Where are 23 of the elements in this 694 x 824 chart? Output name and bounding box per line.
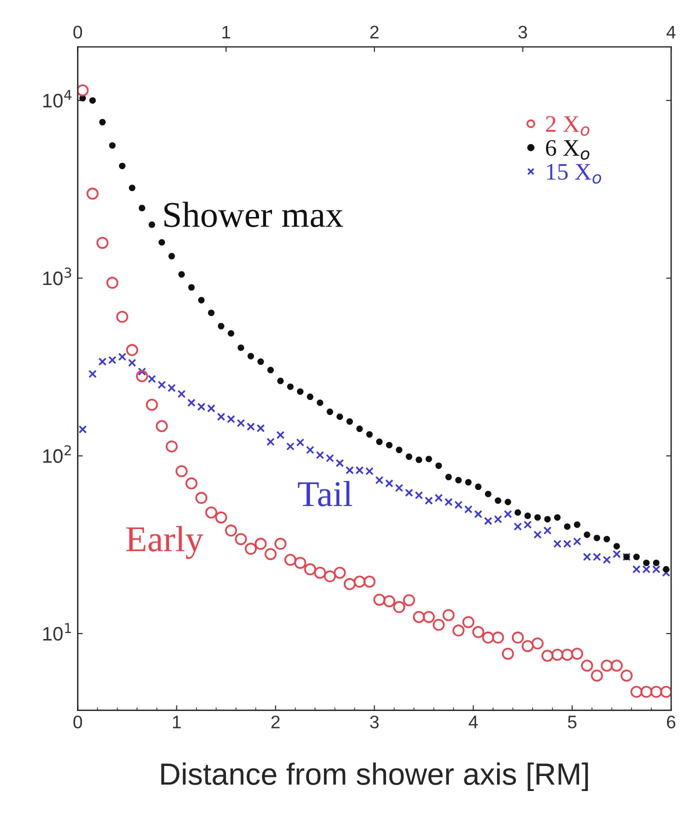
y-tick-label: 10$^{1}$ [43,623,71,641]
x-tick-label: 6 [666,716,676,728]
x-tick-label: 3 [370,716,379,728]
x-tick-label: 2 [271,716,280,728]
annotation: Shower max [164,202,344,228]
legend-label: 6 X$_{o}$ [546,140,590,160]
x-tick-label: 4 [468,716,478,728]
x-tick-label: 1 [172,716,181,728]
x2-tick-label: 3 [518,26,527,39]
annotation: Tail [298,480,352,506]
x-tick-label: 5 [568,716,576,728]
x-axis-title: Distance from shower axis [RM] [161,762,588,792]
x2-tick-label: 0 [73,26,82,39]
y-tick-label: 10$^{3}$ [43,268,72,286]
x2-tick-label: 4 [666,26,676,38]
annotation: Early [126,526,204,559]
y-tick-label: 10$^{4}$ [43,90,72,108]
x2-tick-label: 2 [370,26,379,38]
legend-label: 2 X$_{o}$ [546,116,590,136]
x2-tick-label: 1 [222,26,230,38]
y-tick-label: 10$^{2}$ [43,445,71,463]
x-tick-label: 0 [73,716,82,728]
legend-label: 15 X$_{o}$ [547,164,602,184]
